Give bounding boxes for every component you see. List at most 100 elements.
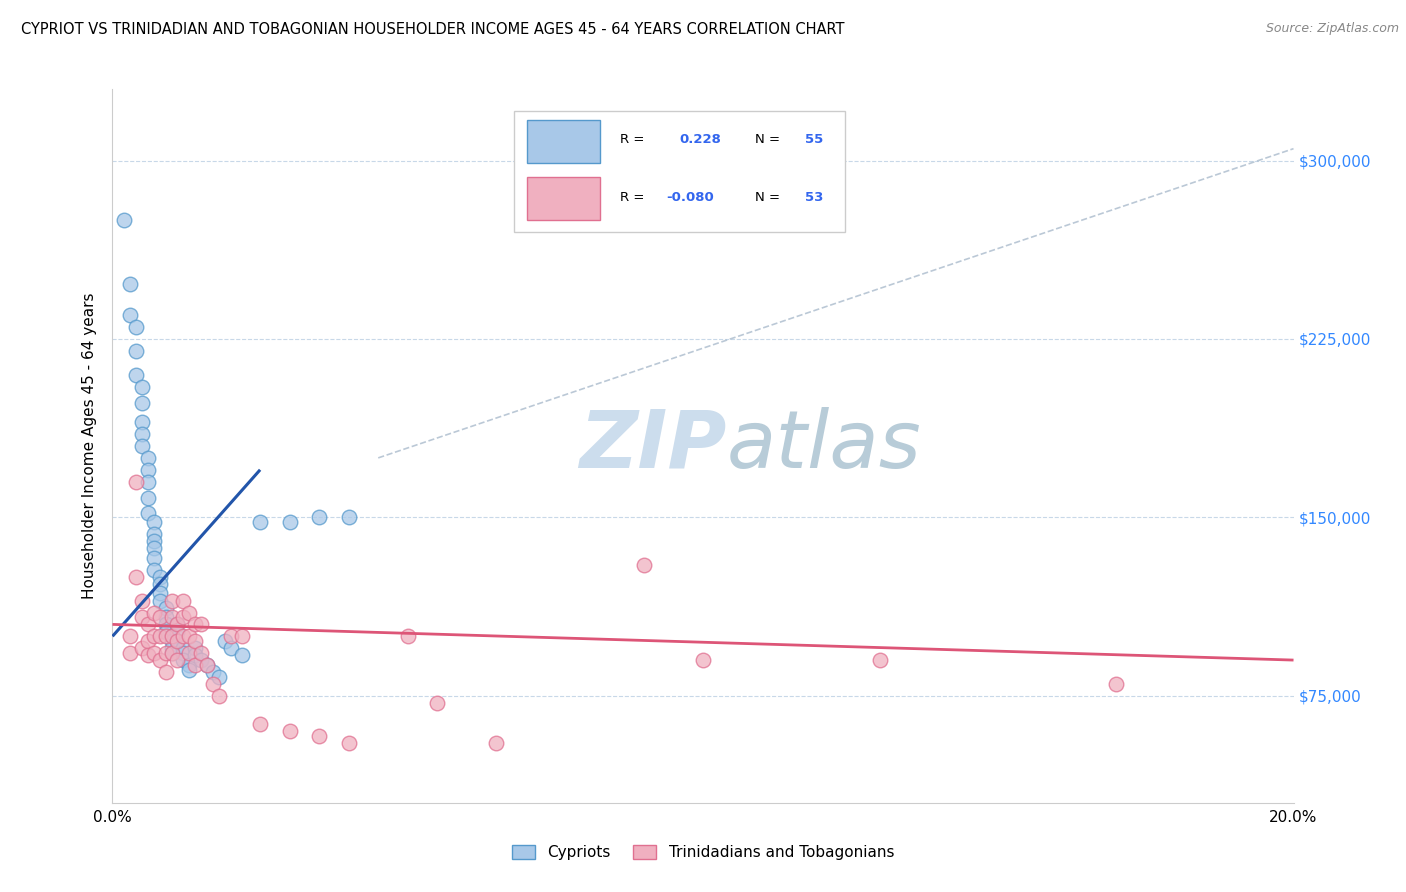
Point: [155, 617, 177, 632]
Point: [166, 624, 188, 639]
Point: [179, 646, 201, 660]
Point: [179, 657, 201, 672]
Point: [142, 550, 165, 565]
Point: [160, 629, 183, 643]
Point: [120, 629, 142, 643]
Point: [155, 646, 177, 660]
Point: [396, 629, 419, 643]
Point: [160, 646, 183, 660]
Point: [184, 641, 207, 656]
Point: [160, 646, 183, 660]
Point: [166, 634, 188, 648]
Point: [172, 629, 194, 643]
Point: [308, 729, 330, 743]
Point: [155, 600, 177, 615]
Point: [155, 665, 177, 679]
Point: [155, 629, 177, 643]
Point: [112, 213, 135, 227]
Text: ZIP: ZIP: [579, 407, 727, 485]
Point: [219, 641, 242, 656]
Point: [149, 653, 172, 667]
Point: [172, 646, 194, 660]
Point: [125, 475, 148, 489]
Point: [485, 736, 508, 750]
Point: [131, 593, 153, 607]
Point: [633, 558, 655, 572]
Point: [190, 617, 212, 632]
Point: [184, 617, 207, 632]
Legend: Cypriots, Trinidadians and Tobagonians: Cypriots, Trinidadians and Tobagonians: [506, 839, 900, 866]
Point: [142, 646, 165, 660]
Point: [160, 610, 183, 624]
Point: [125, 570, 148, 584]
Point: [172, 610, 194, 624]
Point: [142, 629, 165, 643]
Point: [426, 696, 449, 710]
Text: atlas: atlas: [727, 407, 921, 485]
Point: [172, 653, 194, 667]
Point: [166, 617, 188, 632]
Point: [231, 629, 253, 643]
Point: [337, 510, 360, 524]
Point: [142, 534, 165, 549]
Point: [190, 653, 212, 667]
Point: [219, 629, 242, 643]
Text: Source: ZipAtlas.com: Source: ZipAtlas.com: [1265, 22, 1399, 36]
Point: [869, 653, 891, 667]
Point: [131, 439, 153, 453]
Point: [160, 593, 183, 607]
Point: [201, 665, 224, 679]
Point: [190, 646, 212, 660]
Point: [208, 689, 231, 703]
Point: [136, 634, 159, 648]
Point: [249, 717, 271, 731]
Point: [142, 515, 165, 529]
Point: [149, 593, 172, 607]
Point: [1105, 677, 1128, 691]
Point: [249, 515, 271, 529]
Point: [142, 563, 165, 577]
Point: [195, 657, 218, 672]
Point: [136, 491, 159, 506]
Text: CYPRIOT VS TRINIDADIAN AND TOBAGONIAN HOUSEHOLDER INCOME AGES 45 - 64 YEARS CORR: CYPRIOT VS TRINIDADIAN AND TOBAGONIAN HO…: [21, 22, 845, 37]
Point: [136, 506, 159, 520]
Point: [308, 510, 330, 524]
Point: [160, 634, 183, 648]
Point: [166, 634, 188, 648]
Point: [278, 724, 301, 739]
Point: [278, 515, 301, 529]
Point: [149, 610, 172, 624]
Point: [142, 606, 165, 620]
Point: [131, 396, 153, 410]
Point: [125, 343, 148, 358]
Point: [195, 657, 218, 672]
Point: [131, 427, 153, 442]
Point: [131, 641, 153, 656]
Point: [149, 570, 172, 584]
Point: [160, 629, 183, 643]
Point: [184, 657, 207, 672]
Point: [142, 527, 165, 541]
Point: [166, 617, 188, 632]
Y-axis label: Householder Income Ages 45 - 64 years: Householder Income Ages 45 - 64 years: [82, 293, 97, 599]
Point: [136, 450, 159, 465]
Point: [201, 677, 224, 691]
Point: [214, 634, 236, 648]
Point: [208, 670, 231, 684]
Point: [131, 610, 153, 624]
Point: [120, 277, 142, 292]
Point: [166, 653, 188, 667]
Point: [149, 577, 172, 591]
Point: [125, 368, 148, 382]
Point: [155, 624, 177, 639]
Point: [337, 736, 360, 750]
Point: [120, 646, 142, 660]
Point: [184, 634, 207, 648]
Point: [179, 629, 201, 643]
Point: [136, 648, 159, 663]
Point: [184, 648, 207, 663]
Point: [136, 475, 159, 489]
Point: [179, 663, 201, 677]
Point: [179, 606, 201, 620]
Point: [125, 320, 148, 334]
